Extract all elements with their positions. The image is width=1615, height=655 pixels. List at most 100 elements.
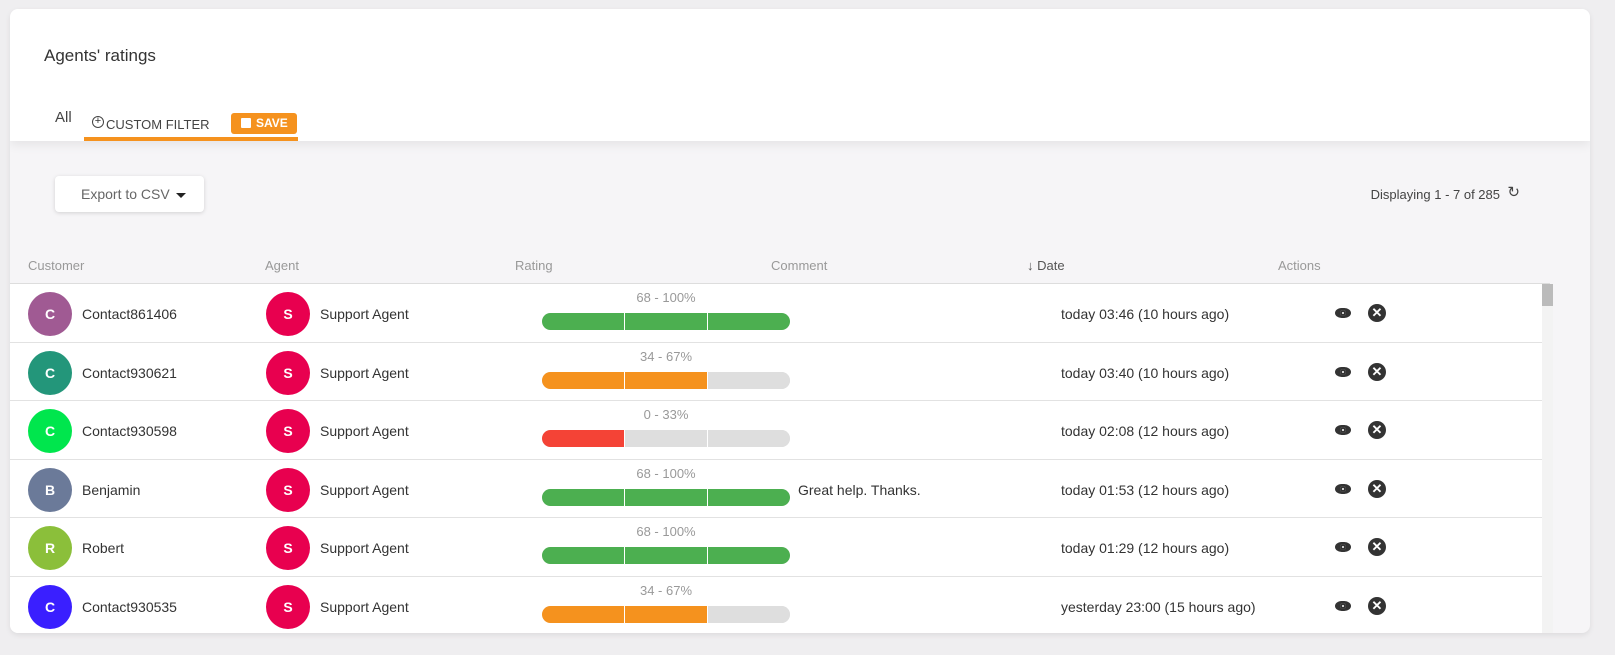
rating-segment <box>542 313 625 330</box>
date: yesterday 23:00 (15 hours ago) <box>1061 598 1256 615</box>
rating-segment <box>542 547 625 564</box>
customer-name[interactable]: Benjamin <box>82 481 141 498</box>
date: today 02:08 (12 hours ago) <box>1061 423 1230 439</box>
page-title: Agents' ratings <box>44 46 156 65</box>
header-panel: Agents' ratings All + CUSTOM FILTER SAVE <box>10 9 1590 141</box>
agent-avatar: S <box>266 526 310 570</box>
rating-segment <box>542 371 625 389</box>
rating-label: 0 - 33% <box>643 407 689 422</box>
col-date[interactable]: ↓ Date <box>1027 258 1065 273</box>
tab-custom-filter-label: CUSTOM FILTER <box>106 117 210 132</box>
eye-icon[interactable] <box>1335 425 1351 435</box>
tab-all[interactable]: All <box>55 109 72 126</box>
eye-icon[interactable] <box>1335 542 1351 552</box>
customer-avatar: C <box>28 292 72 336</box>
comment: Great help. Thanks. <box>798 481 921 498</box>
eye-icon[interactable] <box>1335 600 1351 611</box>
agent-avatar: S <box>266 584 310 629</box>
rating-segment <box>625 488 708 506</box>
rating-segment <box>708 430 790 447</box>
rating-bar <box>542 547 790 564</box>
rating-label: 68 - 100% <box>636 524 696 539</box>
close-circle-icon[interactable]: ✕ <box>1368 362 1386 381</box>
rating-segment <box>542 488 625 506</box>
table-row[interactable]: C Contact930535 S Support Agent 34 - 67%… <box>10 576 1542 633</box>
add-circle-icon: + <box>92 116 104 128</box>
rating-bar <box>542 605 790 623</box>
pagination-info: Displaying 1 - 7 of 285 <box>1370 187 1500 202</box>
rating-segment <box>708 488 790 506</box>
rating-segment <box>708 313 790 330</box>
tab-custom-filter[interactable]: + CUSTOM FILTER SAVE <box>84 102 298 141</box>
table-row[interactable]: R Robert S Support Agent 68 - 100% today… <box>10 518 1542 577</box>
rating-bar <box>542 488 790 506</box>
rating-segment <box>625 313 708 330</box>
date: today 03:40 (10 hours ago) <box>1061 364 1230 381</box>
close-circle-icon[interactable]: ✕ <box>1368 304 1386 322</box>
table-row[interactable]: C Contact930621 S Support Agent 34 - 67%… <box>10 342 1542 401</box>
rating-bar <box>542 313 790 330</box>
customer-avatar: C <box>28 350 72 395</box>
close-circle-icon[interactable]: ✕ <box>1368 538 1386 556</box>
col-rating[interactable]: Rating <box>515 258 553 273</box>
close-circle-icon[interactable]: ✕ <box>1368 479 1386 498</box>
customer-name[interactable]: Contact930598 <box>82 423 177 439</box>
customer-avatar: B <box>28 467 72 512</box>
rating-segment <box>708 547 790 564</box>
customer-name[interactable]: Robert <box>82 540 125 556</box>
customer-name[interactable]: Contact930535 <box>82 598 177 615</box>
date: today 01:29 (12 hours ago) <box>1061 540 1230 556</box>
header-divider <box>10 283 1550 284</box>
rating-label: 68 - 100% <box>636 465 696 481</box>
col-customer[interactable]: Customer <box>28 258 85 273</box>
rating-label: 34 - 67% <box>639 348 693 364</box>
eye-icon[interactable] <box>1335 366 1351 377</box>
ratings-card: Agents' ratings All + CUSTOM FILTER SAVE… <box>10 9 1590 633</box>
close-circle-icon[interactable]: ✕ <box>1368 596 1386 615</box>
close-circle-icon[interactable]: ✕ <box>1368 421 1386 439</box>
agent-name: Support Agent <box>320 481 409 498</box>
customer-avatar: C <box>28 409 72 453</box>
col-actions: Actions <box>1278 258 1321 273</box>
col-date-label: Date <box>1037 258 1065 273</box>
rating-bar <box>542 430 790 447</box>
agent-avatar: S <box>266 467 310 512</box>
rating-segment <box>708 605 790 623</box>
rating-label: 68 - 100% <box>636 290 696 305</box>
customer-avatar: R <box>28 526 72 570</box>
scrollbar[interactable] <box>1542 284 1553 633</box>
eye-icon[interactable] <box>1335 483 1351 494</box>
eye-icon[interactable] <box>1335 308 1351 318</box>
scrollbar-thumb[interactable] <box>1542 284 1553 306</box>
save-label: SAVE <box>256 116 288 130</box>
agent-name: Support Agent <box>320 364 409 381</box>
rating-segment <box>625 371 708 389</box>
export-csv-button[interactable]: Export to CSV <box>55 176 204 212</box>
rating-segment <box>625 547 708 564</box>
customer-avatar: C <box>28 584 72 629</box>
table-row[interactable]: C Contact930598 S Support Agent 0 - 33% … <box>10 401 1542 460</box>
caret-down-icon <box>175 192 186 198</box>
rating-segment <box>542 605 625 623</box>
col-comment[interactable]: Comment <box>771 258 828 273</box>
save-button[interactable]: SAVE <box>231 113 297 134</box>
agent-name: Support Agent <box>320 423 409 439</box>
table-row[interactable]: C Contact861406 S Support Agent 68 - 100… <box>10 284 1542 343</box>
date: today 03:46 (10 hours ago) <box>1061 306 1230 322</box>
agent-avatar: S <box>266 409 310 453</box>
rating-segment <box>625 605 708 623</box>
customer-name[interactable]: Contact930621 <box>82 364 177 381</box>
agent-name: Support Agent <box>320 540 409 556</box>
col-agent[interactable]: Agent <box>265 258 299 273</box>
rating-segment <box>625 430 708 447</box>
refresh-icon[interactable]: ↻ <box>1507 184 1520 201</box>
customer-name[interactable]: Contact861406 <box>82 306 177 322</box>
agent-avatar: S <box>266 350 310 395</box>
floppy-disk-icon <box>241 118 251 128</box>
table-row[interactable]: B Benjamin S Support Agent 68 - 100% Gre… <box>10 459 1542 518</box>
ratings-table: C Contact861406 S Support Agent 68 - 100… <box>10 284 1542 633</box>
export-label: Export to CSV <box>81 186 170 202</box>
rating-bar <box>542 371 790 389</box>
agent-name: Support Agent <box>320 598 409 615</box>
sort-down-arrow-icon: ↓ <box>1027 258 1034 273</box>
